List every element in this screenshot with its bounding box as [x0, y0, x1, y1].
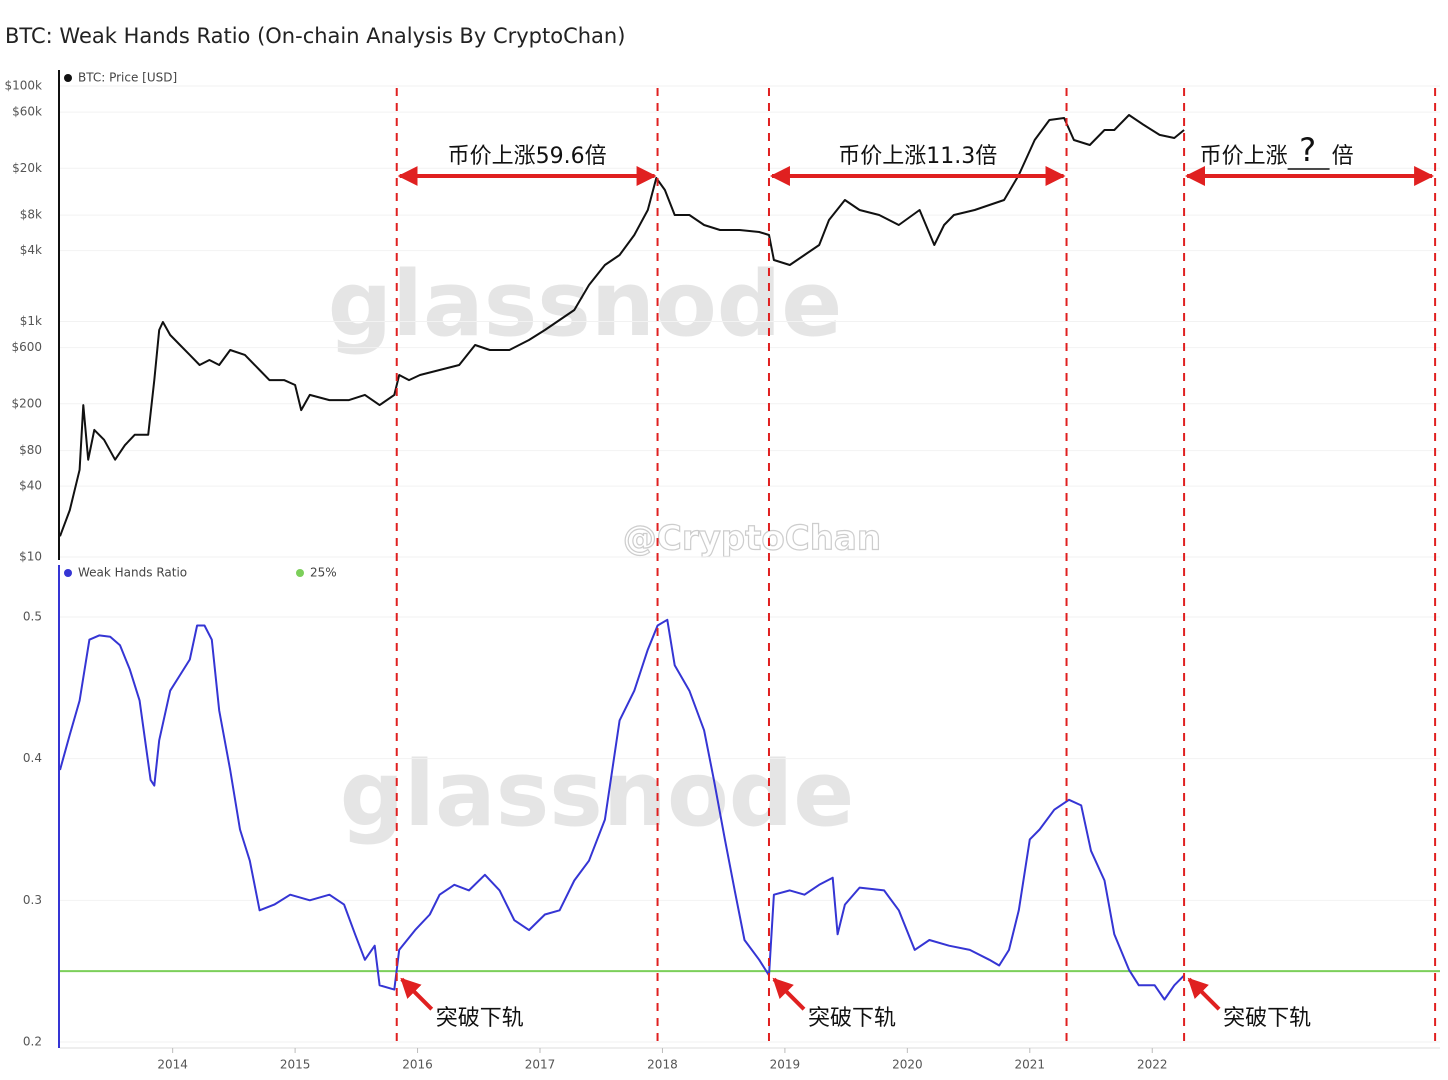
y-tick-label: 0.2 — [23, 1035, 42, 1049]
span-label: 币价上涨59.6倍 — [448, 144, 607, 169]
y-tick-label: $200 — [11, 396, 42, 410]
y-tick-label: $80 — [19, 443, 42, 457]
title: BTC: Weak Hands Ratio (On-chain Analysis… — [5, 24, 625, 48]
legend-marker — [296, 569, 304, 577]
legend-label: BTC: Price [USD] — [78, 71, 177, 85]
span-label: ? — [1299, 131, 1316, 169]
breakout-label: 突破下轨 — [808, 1006, 896, 1031]
watermark: @CryptoChan — [623, 519, 881, 559]
x-tick-label: 2020 — [892, 1058, 923, 1072]
breakout-label: 突破下轨 — [1223, 1006, 1311, 1031]
legend-marker — [64, 569, 72, 577]
watermark: glassnode — [328, 252, 843, 357]
y-tick-label: 0.5 — [23, 610, 42, 624]
y-tick-label: $8k — [20, 208, 42, 222]
span-label: 倍 — [1332, 144, 1354, 169]
span-label: 币价上涨 — [1200, 144, 1288, 169]
y-tick-label: $20k — [12, 161, 42, 175]
y-tick-label: $600 — [11, 340, 42, 354]
watermark: glassnode — [340, 742, 855, 847]
x-tick-label: 2014 — [157, 1058, 188, 1072]
x-tick-label: 2022 — [1137, 1058, 1168, 1072]
legend-marker — [64, 74, 72, 82]
series-line — [59, 114, 1185, 537]
breakout-arrow — [400, 977, 434, 1011]
y-tick-label: 0.3 — [23, 893, 42, 907]
x-tick-label: 2019 — [770, 1058, 801, 1072]
series-line — [59, 618, 1185, 1001]
x-tick-label: 2015 — [280, 1058, 311, 1072]
y-tick-label: $60k — [12, 105, 42, 119]
x-tick-label: 2018 — [647, 1058, 678, 1072]
breakout-label: 突破下轨 — [436, 1006, 524, 1031]
y-tick-label: 0.4 — [23, 751, 42, 765]
span-label: 币价上涨11.3倍 — [838, 144, 997, 169]
y-tick-label: $4k — [20, 243, 42, 257]
y-tick-label: $100k — [5, 79, 43, 93]
x-tick-label: 2021 — [1015, 1058, 1046, 1072]
breakout-arrow — [772, 977, 806, 1011]
y-tick-label: $1k — [20, 314, 42, 328]
x-tick-label: 2017 — [525, 1058, 556, 1072]
breakout-arrow — [1187, 977, 1221, 1011]
legend-label: 25% — [310, 566, 337, 580]
y-tick-label: $10 — [19, 550, 42, 564]
x-tick-label: 2016 — [402, 1058, 433, 1072]
y-tick-label: $40 — [19, 479, 42, 493]
legend-label: Weak Hands Ratio — [78, 566, 187, 580]
